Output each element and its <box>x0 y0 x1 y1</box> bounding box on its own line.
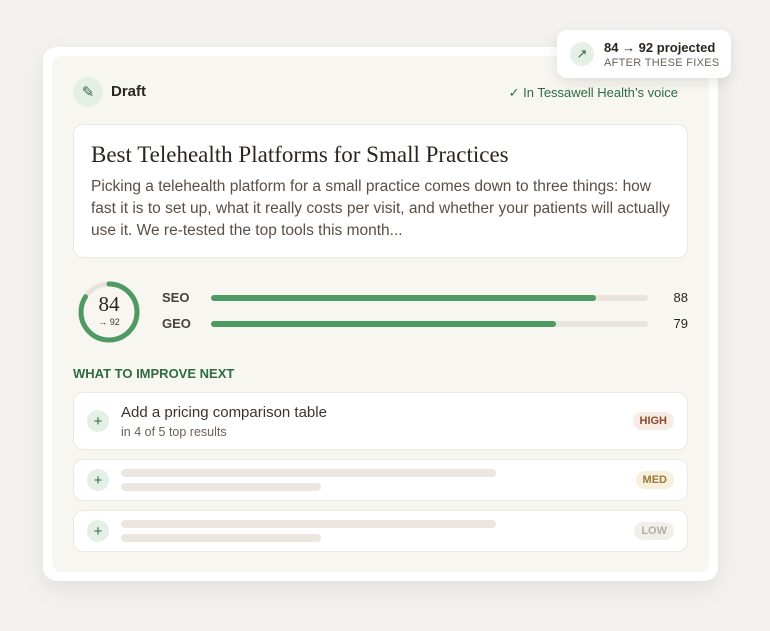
priority-pill: LOW <box>634 522 674 540</box>
plus-icon: + <box>87 410 109 432</box>
placeholder-line <box>121 520 496 528</box>
projected-score: → 92 <box>98 317 120 327</box>
metric-value: 88 <box>673 290 688 305</box>
item-detail: in 4 of 5 top results <box>121 425 227 439</box>
plus-icon: + <box>87 520 109 542</box>
metric-name: SEO <box>162 290 190 305</box>
priority-pill: HIGH <box>632 412 674 430</box>
article-box: Best Telehealth Platforms for Small Prac… <box>73 124 688 258</box>
plus-icon: + <box>87 469 109 491</box>
badge-title: 84 → 92 projected <box>604 40 716 55</box>
projection-badge: ↗ 84 → 92 projected AFTER THESE FIXES <box>557 30 731 78</box>
article-title: Best Telehealth Platforms for Small Prac… <box>91 142 509 167</box>
edit-icon: ✎ <box>73 77 103 107</box>
ring-arc <box>78 281 140 343</box>
metric-value: 79 <box>673 316 688 331</box>
badge-subtitle: AFTER THESE FIXES <box>604 57 720 69</box>
priority-pill: MED <box>635 471 674 489</box>
metric-track <box>211 321 648 327</box>
item-title: Add a pricing comparison table <box>121 404 327 421</box>
placeholder-line <box>121 534 321 542</box>
draft-label: Draft <box>111 83 147 100</box>
section-heading: WHAT TO IMPROVE NEXT <box>73 366 235 381</box>
metric-track <box>211 295 648 301</box>
improvement-item: + Add a pricing comparison table in 4 of 5… <box>73 392 688 450</box>
placeholder-line <box>121 483 321 491</box>
improvement-item: + LOW <box>73 510 688 552</box>
improvement-item: + MED <box>73 459 688 501</box>
voice-label: ✓ In Tessawell Health’s voice <box>508 85 678 100</box>
voice-text: In Tessawell Health’s voice <box>523 85 678 100</box>
placeholder-line <box>121 469 496 477</box>
metric-bar <box>211 295 596 301</box>
arrow-icon: ↗ <box>570 42 594 66</box>
score-ring <box>78 281 140 343</box>
article-body: Picking a telehealth platform for a smal… <box>91 178 670 239</box>
metric-bar <box>211 321 557 327</box>
metric-name: GEO <box>162 316 191 331</box>
overall-score: 84 <box>98 292 120 316</box>
